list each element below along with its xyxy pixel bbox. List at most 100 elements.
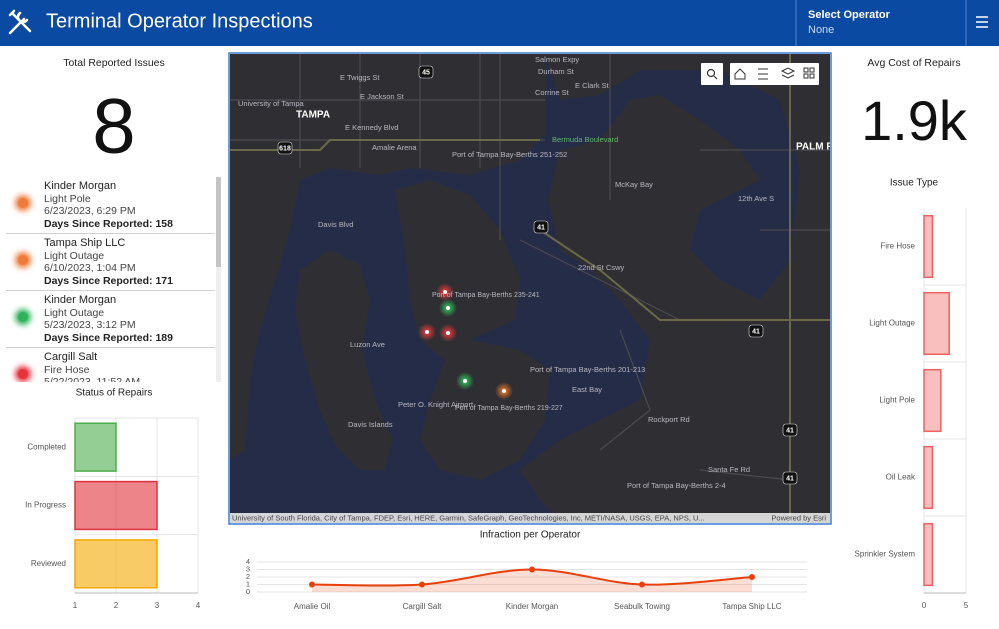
status-dot — [18, 312, 28, 322]
map-label: E Jackson St — [360, 92, 405, 101]
search-button[interactable] — [701, 63, 723, 85]
y-tick-label: Fire Hose — [880, 242, 915, 251]
map[interactable]: TAMPA E Twiggs St E Jackson St E Kennedy Bl… — [230, 54, 834, 523]
issue-points[interactable] — [418, 283, 513, 400]
y-tick-label: Light Pole — [879, 396, 915, 405]
map-label: East Bay — [572, 385, 602, 394]
issue-date: 6/10/2023, 1:04 PM — [44, 262, 136, 274]
highways — [230, 54, 830, 523]
map-labels: TAMPA E Twiggs St E Jackson St E Kennedy Bl… — [238, 55, 834, 490]
operator-name: Tampa Ship LLC — [44, 237, 126, 249]
issue-item[interactable]: Tampa Ship LLC Light Outage 6/10/2023, 1:0… — [6, 234, 215, 291]
road-shield-label: 45 — [422, 69, 430, 76]
road-shield-label: 41 — [786, 427, 794, 434]
scrollbar-track — [216, 177, 221, 382]
days-line: Days Since Reported: 158 — [44, 218, 173, 231]
point — [419, 581, 425, 588]
operator-label[interactable]: Select Operator — [808, 9, 891, 21]
y-tick-label: 3 — [246, 564, 250, 573]
map-label: Port of Tampa Bay-Berths 2-4 — [627, 481, 726, 490]
bar — [74, 480, 158, 531]
days-value: 189 — [155, 331, 173, 344]
y-tick-label: 0 — [246, 587, 250, 596]
bar — [923, 214, 934, 279]
home-button[interactable] — [734, 68, 746, 80]
x-tick-label: 3 — [155, 601, 160, 610]
y-tick-label: In Progress — [25, 501, 66, 510]
map-powered-by: Powered by Esri — [771, 513, 826, 522]
y-tick-label: Reviewed — [31, 559, 66, 568]
map-label: Bermuda Boulevard — [552, 135, 618, 144]
y-tick-label: 4 — [246, 557, 250, 566]
issue-type: Fire Hose — [44, 363, 90, 376]
point — [749, 574, 755, 580]
bar — [74, 422, 117, 472]
map-label: 22nd St Cswy — [578, 263, 625, 272]
issue-item[interactable]: Cargill Salt Fire Hose 5/22/2023, 11:52 AM — [6, 348, 215, 382]
status-dot — [18, 369, 28, 379]
map-label: PALM R — [796, 142, 834, 153]
issue-text: Kinder Morgan Light Outage 5/23/2023, 3:12… — [44, 294, 173, 344]
point — [309, 581, 315, 588]
road-shield — [782, 423, 798, 437]
map-toolbar — [701, 63, 819, 85]
road-shield — [277, 141, 293, 155]
issue-date: 6/23/2023, 6:29 PM — [44, 205, 136, 217]
point — [639, 581, 645, 588]
issue-list: Kinder Morgan Light Pole 6/23/2023, 6:29 P… — [6, 177, 215, 382]
road-shield-label: 41 — [537, 224, 545, 231]
x-tick-label: 0 — [922, 601, 927, 610]
map-attribution: University of South Florida, City of Tam… — [232, 513, 705, 522]
operator-name: Kinder Morgan — [44, 294, 117, 306]
bar — [923, 445, 934, 510]
map-label: Port of Tampa Bay-Berths 219-227 — [455, 405, 563, 412]
x-tick-label: Tampa Ship LLC — [722, 602, 781, 611]
y-tick-label: 2 — [246, 572, 250, 581]
road-shield — [418, 65, 434, 79]
operator-name: Kinder Morgan — [44, 180, 117, 192]
map-tools[interactable] — [730, 63, 819, 85]
chart-title: Infraction per Operator — [480, 530, 581, 541]
y-tick-label: Light Outage — [869, 319, 915, 328]
map-label: Rockport Rd — [648, 415, 690, 424]
map-frame — [228, 52, 832, 525]
days-value: 158 — [155, 217, 173, 230]
issue-text: Cargill Salt Fire Hose 5/22/2023, 11:52 AM — [44, 351, 140, 382]
header-title: Terminal Operator Inspections — [46, 10, 313, 32]
legend-button[interactable] — [758, 68, 768, 80]
basemap-button[interactable] — [803, 67, 815, 79]
bar — [74, 539, 158, 589]
issue-item[interactable]: Kinder Morgan Light Pole 6/23/2023, 6:29 P… — [6, 177, 215, 234]
menu-button[interactable] — [976, 16, 988, 28]
indicator-value: 1.9k — [861, 89, 968, 152]
chart-title: Issue Type — [890, 178, 939, 189]
x-tick-label: 4 — [196, 601, 201, 610]
point — [529, 566, 535, 573]
issue-item[interactable]: Kinder Morgan Light Outage 5/23/2023, 3:12… — [6, 291, 215, 348]
days-line: Days Since Reported: 189 — [44, 332, 173, 345]
days-value: 171 — [155, 274, 173, 287]
map-label: E Twiggs St — [340, 73, 380, 82]
y-tick-label: Oil Leak — [886, 473, 916, 482]
x-tick-label: Seabulk Towing — [614, 602, 670, 611]
operator-value[interactable]: None — [808, 24, 834, 36]
x-tick-label: 2 — [114, 601, 119, 610]
scrollbar-thumb[interactable] — [216, 177, 221, 267]
days-label: Days Since Reported: — [44, 331, 153, 344]
issue-type: Light Outage — [44, 249, 105, 262]
x-tick-label: Amalie Oil — [294, 602, 331, 611]
bar — [923, 522, 934, 587]
status-dot — [18, 255, 28, 265]
x-tick-label: Cargill Salt — [403, 602, 442, 611]
attribution-bar — [230, 513, 830, 523]
road-shield — [748, 324, 764, 338]
map-label: Corrine St — [535, 88, 570, 97]
x-tick-label: 1 — [73, 601, 78, 610]
map-label: E Kennedy Blvd — [345, 123, 398, 132]
status-dot — [18, 198, 28, 208]
x-tick-label: Kinder Morgan — [506, 602, 558, 611]
layers-button[interactable] — [780, 67, 796, 79]
issue-type: Light Outage — [44, 306, 105, 319]
